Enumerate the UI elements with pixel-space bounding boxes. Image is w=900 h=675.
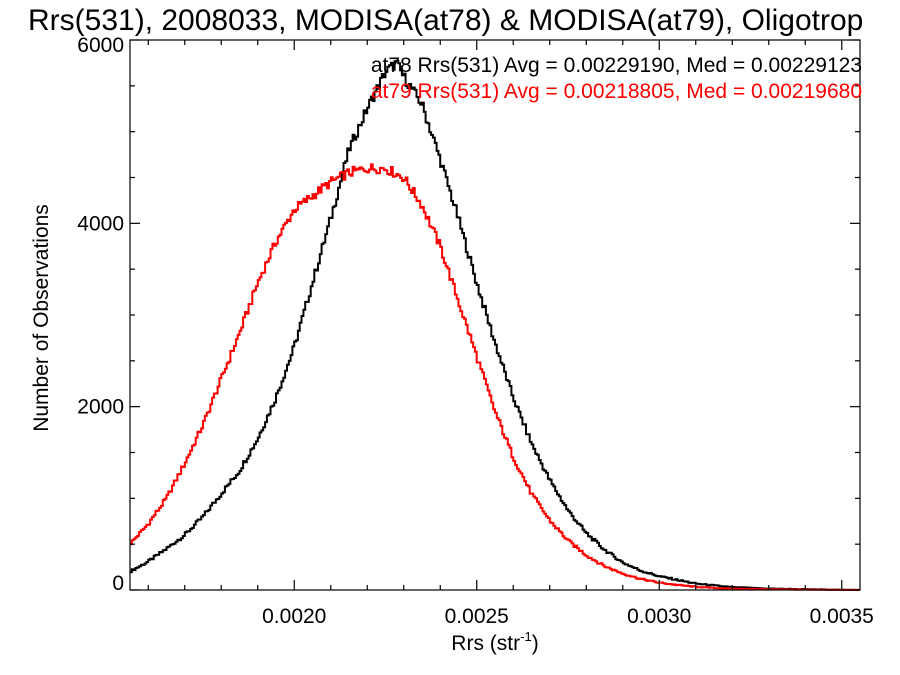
x-tick-label: 0.0020 — [262, 605, 326, 628]
axis-ticks: 0.0020 0.0025 0.0030 0.0035 0 2000 4000 6000 — [77, 34, 874, 628]
x-tick-label: 0.0035 — [810, 605, 874, 628]
chart-title: Rrs(531), 2008033, MODISA(at78) & MODISA… — [28, 4, 863, 37]
x-tick-label: 0.0025 — [445, 605, 509, 628]
legend-entry-at79: at79 Rrs(531) Avg = 0.00218805, Med = 0.… — [371, 80, 862, 103]
y-tick-label: 6000 — [77, 34, 124, 57]
y-tick-label: 2000 — [77, 396, 124, 419]
x-axis-label: Rrs (str-1) — [451, 629, 538, 655]
plot-frame — [129, 39, 861, 591]
y-tick-label: 0 — [112, 572, 124, 595]
x-tick-label: 0.0030 — [627, 605, 691, 628]
y-tick-label: 4000 — [77, 212, 124, 235]
y-axis-label: Number of Observations — [30, 204, 53, 432]
x-axis-label-close: ) — [532, 632, 539, 655]
x-axis-label-text: Rrs (str — [451, 632, 520, 655]
series-line-at78 — [130, 59, 860, 591]
legend-entry-at78: at78 Rrs(531) Avg = 0.00229190, Med = 0.… — [371, 54, 862, 77]
series-line-at79 — [130, 163, 860, 591]
series-group — [130, 59, 860, 591]
x-axis-label-sup: -1 — [520, 629, 532, 644]
